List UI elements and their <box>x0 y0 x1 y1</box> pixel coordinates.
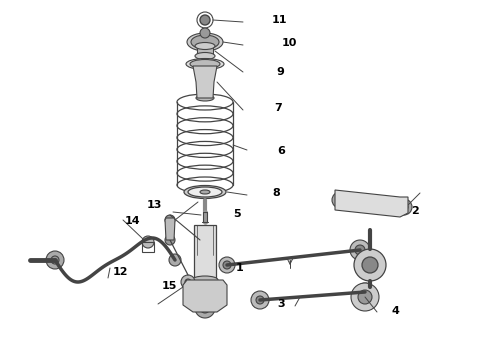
Circle shape <box>251 291 269 309</box>
Circle shape <box>51 256 59 264</box>
Text: 3: 3 <box>277 299 285 309</box>
Ellipse shape <box>186 59 224 69</box>
Ellipse shape <box>196 95 214 101</box>
Circle shape <box>362 257 378 273</box>
Text: 11: 11 <box>272 15 288 25</box>
Circle shape <box>336 196 344 204</box>
Circle shape <box>200 303 210 313</box>
Text: 4: 4 <box>392 306 400 316</box>
Circle shape <box>185 279 191 285</box>
Polygon shape <box>193 66 217 98</box>
Ellipse shape <box>191 35 219 49</box>
Circle shape <box>354 249 386 281</box>
Ellipse shape <box>192 276 218 284</box>
Circle shape <box>350 240 370 260</box>
Text: 12: 12 <box>113 267 128 277</box>
Ellipse shape <box>200 190 210 194</box>
Text: 2: 2 <box>412 206 419 216</box>
Text: 6: 6 <box>277 146 285 156</box>
Polygon shape <box>335 190 408 217</box>
Circle shape <box>165 215 175 225</box>
Bar <box>194 225 216 280</box>
Text: 15: 15 <box>162 281 177 291</box>
Text: 10: 10 <box>282 38 297 48</box>
Ellipse shape <box>190 59 220 68</box>
Text: 9: 9 <box>277 67 285 77</box>
Text: 7: 7 <box>274 103 282 113</box>
Polygon shape <box>165 218 175 240</box>
Text: 14: 14 <box>125 216 141 226</box>
Ellipse shape <box>195 53 215 59</box>
Ellipse shape <box>188 187 222 197</box>
Circle shape <box>200 28 210 38</box>
Circle shape <box>219 257 235 273</box>
Circle shape <box>358 290 372 304</box>
Circle shape <box>46 251 64 269</box>
Circle shape <box>400 203 408 211</box>
Circle shape <box>396 199 412 215</box>
Ellipse shape <box>187 33 223 51</box>
Circle shape <box>181 275 195 289</box>
Circle shape <box>351 283 379 311</box>
Circle shape <box>169 254 181 266</box>
Polygon shape <box>183 280 227 312</box>
Circle shape <box>356 283 374 301</box>
Ellipse shape <box>195 42 215 50</box>
Text: 5: 5 <box>233 209 241 219</box>
Text: 1: 1 <box>235 263 243 273</box>
Bar <box>197 46 213 56</box>
Circle shape <box>142 236 154 248</box>
Circle shape <box>256 296 264 304</box>
Text: 8: 8 <box>272 188 280 198</box>
Circle shape <box>355 245 365 255</box>
Circle shape <box>195 298 215 318</box>
Circle shape <box>332 192 348 208</box>
Text: 13: 13 <box>147 200 162 210</box>
Circle shape <box>200 15 210 25</box>
Circle shape <box>165 235 175 245</box>
Circle shape <box>223 261 231 269</box>
Ellipse shape <box>184 185 226 198</box>
Circle shape <box>361 288 369 296</box>
